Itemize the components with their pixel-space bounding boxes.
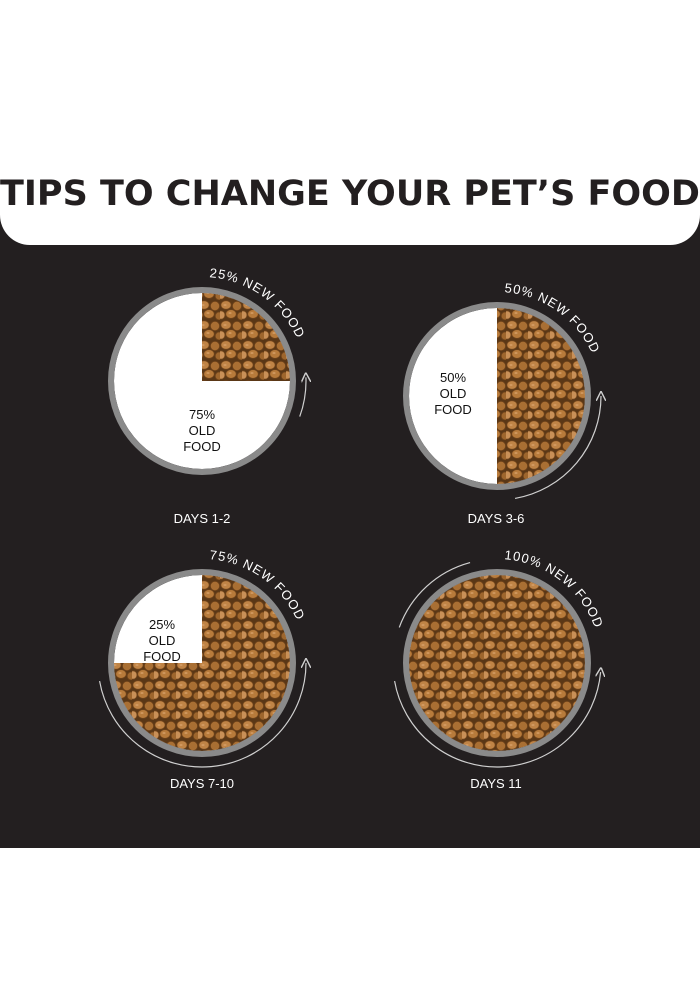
old-food-label: 25% [149, 617, 175, 632]
days-label-2: DAYS 3-6 [467, 511, 525, 526]
progress-arrow [514, 396, 601, 500]
progress-arrow [299, 377, 306, 417]
page-title: TIPS TO CHANGE YOUR PET’S FOOD [0, 174, 700, 214]
old-food-label: FOOD [434, 402, 472, 417]
old-food-label: FOOD [183, 439, 221, 454]
old-food-label: OLD [440, 386, 467, 401]
progress-arrow [98, 663, 306, 768]
bowl-rim [108, 569, 296, 757]
days-label-1: DAYS 1-2 [173, 511, 231, 526]
bowl-4: 100% NEW FOOD [393, 547, 607, 768]
new-food-area [114, 575, 290, 751]
days-label-4: DAYS 11 [470, 776, 522, 791]
old-food-label: OLD [189, 423, 216, 438]
title-banner [0, 151, 700, 245]
new-food-area [409, 575, 585, 751]
old-food-label: OLD [149, 633, 176, 648]
progress-arrow [393, 672, 601, 768]
old-food-label: 75% [189, 407, 215, 422]
progress-arrow-tail [398, 561, 471, 628]
days-label-3: DAYS 7-10 [169, 776, 235, 791]
old-food-label: FOOD [143, 649, 181, 664]
bowl-rim [403, 569, 591, 757]
bowl-rim [108, 287, 296, 475]
dark-panel [0, 151, 700, 848]
bowl-rim [403, 302, 591, 490]
old-food-label: 50% [440, 370, 466, 385]
new-food-area [497, 308, 585, 484]
